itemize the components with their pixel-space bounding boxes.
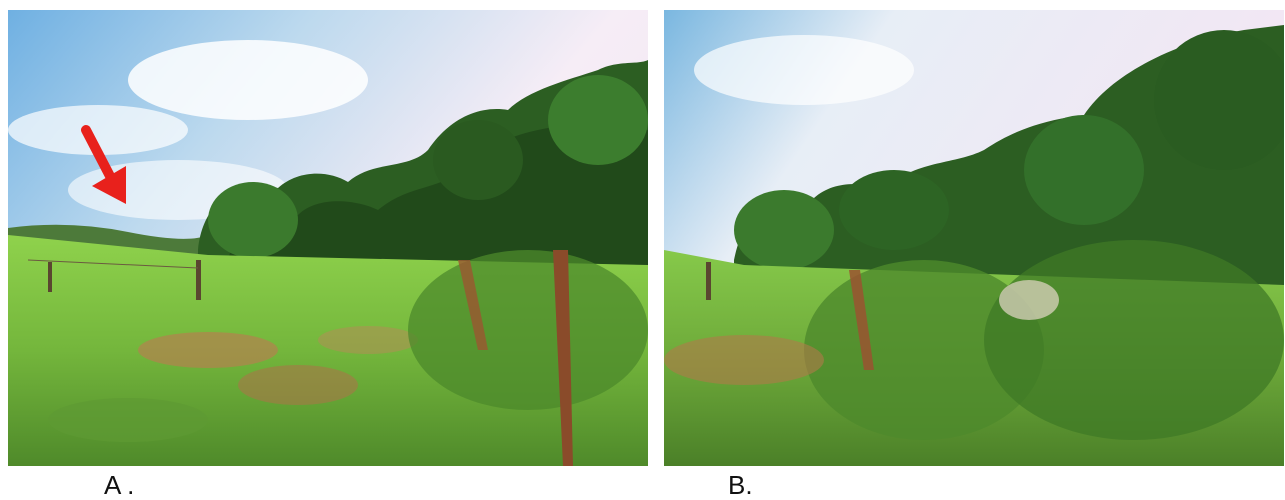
landscape-photo-b	[664, 10, 1284, 466]
photo-panel-a	[8, 10, 648, 466]
red-arrow-icon	[81, 125, 126, 204]
landscape-photo-a	[8, 10, 648, 466]
photo-panel-b	[664, 10, 1284, 466]
caption-b: B.	[728, 470, 753, 500]
caption-a: A .	[104, 470, 135, 500]
